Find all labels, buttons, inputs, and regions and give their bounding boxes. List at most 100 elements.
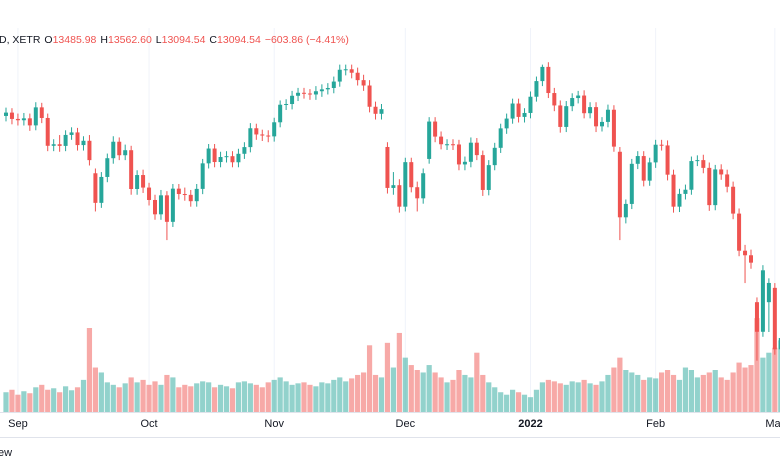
candle-body [653, 144, 658, 163]
candle-body [594, 107, 599, 127]
volume-bar [194, 383, 200, 412]
volume-bar [706, 372, 712, 412]
candle-body [379, 109, 384, 114]
candle-body [451, 144, 455, 146]
candle-body [409, 162, 414, 188]
x-tick-label: Dec [396, 418, 416, 430]
candle-body [206, 148, 211, 164]
volume-bar [748, 365, 754, 412]
volume-bar [772, 347, 778, 412]
candle-body [611, 109, 616, 147]
candle-body [27, 118, 32, 126]
volume-bar [122, 383, 128, 412]
volume-bar [724, 379, 730, 412]
volume-bar [33, 387, 39, 412]
candle-body [754, 302, 759, 332]
candle-body [629, 163, 634, 204]
candle-body [230, 156, 235, 163]
candle-body [474, 142, 479, 156]
candle-body [504, 118, 509, 129]
volume-bar [551, 381, 557, 412]
candle-body [510, 103, 515, 119]
plot-area [3, 62, 780, 412]
x-tick-label: Oct [140, 418, 157, 430]
candle-body [69, 132, 74, 135]
volume-bar [408, 365, 414, 412]
volume-bar [134, 382, 140, 412]
candle-body [468, 142, 473, 162]
candle-body [361, 80, 366, 86]
volume-bar [384, 342, 391, 412]
candle-body [427, 121, 432, 159]
toolbar-text: ew [0, 447, 12, 459]
candle-body [558, 105, 563, 127]
candle-body [534, 81, 539, 97]
candle-body [254, 128, 259, 135]
volume-bar [563, 384, 569, 412]
x-tick-label: 2022 [518, 418, 542, 430]
candle-body [75, 132, 80, 146]
candle-body [266, 135, 271, 137]
volume-bar [760, 357, 766, 412]
candle-body [433, 121, 438, 137]
candle-body [480, 155, 485, 190]
volume-bar [158, 384, 164, 412]
candle-body [623, 203, 628, 218]
volume-bar [212, 387, 218, 412]
candle-body [445, 144, 450, 146]
volume-bar [730, 372, 736, 412]
candle-body [260, 134, 265, 136]
volume-bar [486, 382, 492, 412]
volume-bar [420, 372, 426, 412]
volume-bar [259, 387, 265, 412]
candle-body [319, 89, 324, 92]
header-value: 13094.54 [162, 34, 206, 46]
header-key: C [209, 34, 217, 46]
candle-body [373, 106, 378, 114]
volume-bar [581, 379, 587, 412]
candle-body [117, 141, 122, 156]
volume-bar [635, 374, 641, 412]
volume-bar [390, 367, 396, 412]
candle-body [141, 175, 146, 188]
volume-bar [372, 374, 379, 412]
volume-bar [146, 384, 152, 412]
volume-bar [283, 381, 289, 412]
candle-body [296, 92, 301, 96]
candle-body [689, 161, 694, 190]
x-tick-label: Feb [646, 418, 665, 430]
volume-bar [235, 382, 242, 412]
volume-bar [80, 379, 87, 412]
header-symbol: D, XETR [0, 34, 41, 46]
candle-body [486, 165, 491, 190]
candle-body [21, 118, 26, 121]
candle-body [421, 173, 426, 199]
header-key: H [100, 34, 108, 46]
volume-bar [718, 377, 724, 412]
candle-body [153, 199, 157, 215]
volume-bar [700, 374, 706, 412]
volume-bar [57, 392, 63, 412]
candle-body [158, 195, 163, 215]
volume-bar [253, 384, 259, 412]
candle-body [337, 69, 342, 82]
candle-body [439, 136, 444, 145]
candle-body [99, 176, 104, 203]
candle-body [63, 134, 68, 146]
candle-body [760, 270, 765, 332]
candle-body [522, 112, 527, 117]
candle-body [93, 173, 98, 203]
candle-body [677, 193, 682, 207]
volume-bar [653, 378, 659, 412]
volume-bar [271, 379, 277, 412]
candle-body [695, 160, 700, 162]
header-key: O [44, 34, 52, 46]
candle-body [546, 66, 551, 94]
candle-body [278, 104, 283, 123]
candle-body [415, 187, 420, 199]
candle-body [236, 153, 241, 163]
volume-bar [331, 379, 337, 412]
volume-bar [599, 381, 605, 412]
candle-body [331, 81, 336, 89]
candle-body [248, 128, 253, 148]
